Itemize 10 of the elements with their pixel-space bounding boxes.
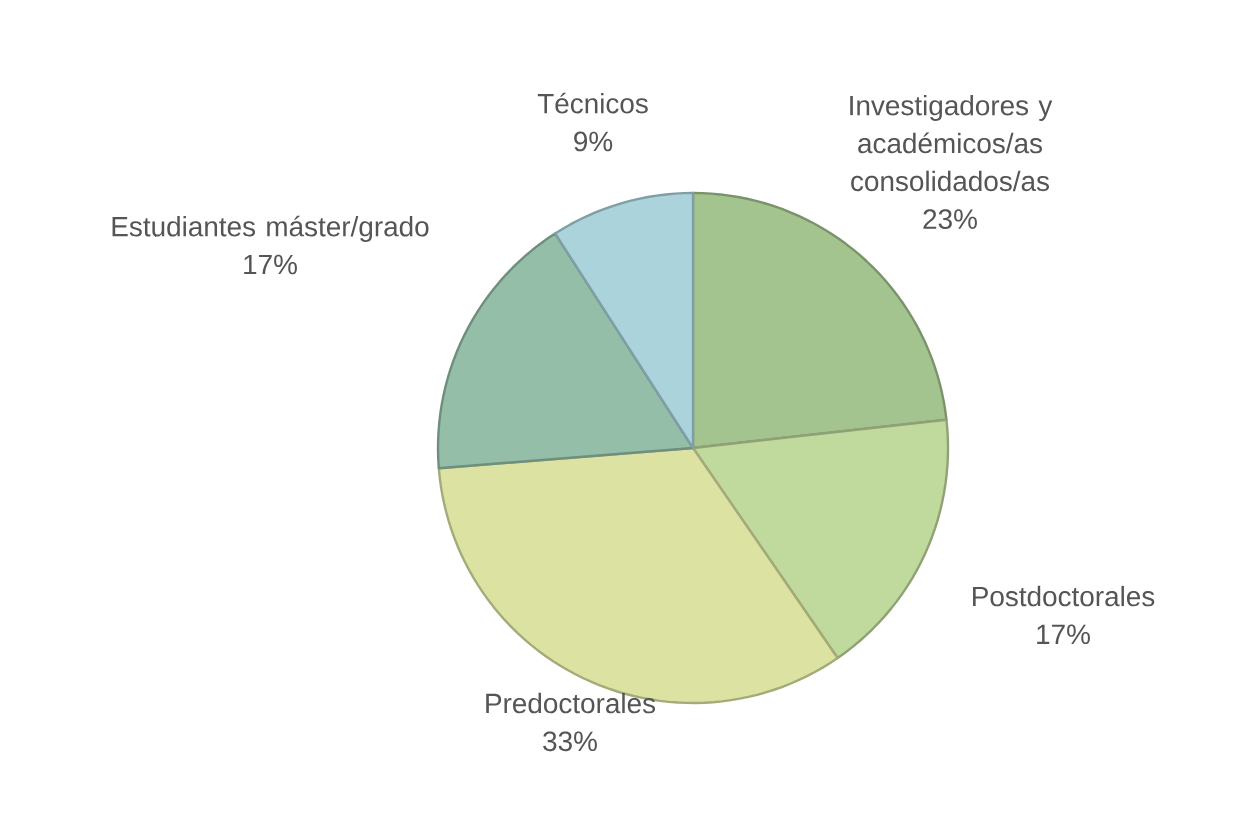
data-label: 9% — [574, 131, 613, 152]
slice-label: Predoctorales — [486, 692, 656, 714]
slice-label: Postdoctorales — [973, 585, 1155, 607]
data-label: 17% — [244, 254, 297, 275]
data-label: 17% — [1037, 624, 1090, 645]
slice-label: Técnicos — [537, 92, 648, 114]
data-label: 33% — [543, 731, 597, 752]
slice-label: Estudiantes máster/grado — [112, 215, 429, 243]
data-label: 23% — [923, 209, 977, 230]
slice-label: Investigadores y académicos/as consolidados/as — [850, 94, 1053, 192]
